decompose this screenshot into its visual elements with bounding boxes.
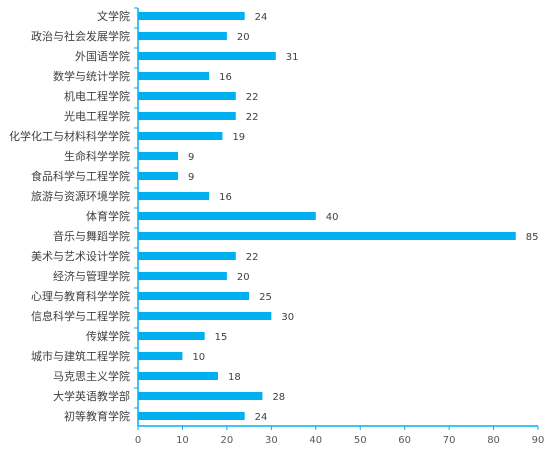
bar <box>138 112 236 120</box>
category-label: 文学院 <box>97 9 130 23</box>
category-label: 政治与社会发展学院 <box>31 29 130 43</box>
data-label: 24 <box>255 412 268 423</box>
category-label: 信息科学与工程学院 <box>31 309 130 323</box>
data-label: 16 <box>219 72 232 83</box>
category-label: 食品科学与工程学院 <box>31 169 130 183</box>
category-label: 化学化工与材料科学学院 <box>9 129 130 143</box>
bar <box>138 332 205 340</box>
data-label: 20 <box>237 32 250 43</box>
data-label: 40 <box>326 212 339 223</box>
x-tick-label: 90 <box>532 435 545 446</box>
bar <box>138 192 210 200</box>
category-label: 心理与教育科学学院 <box>31 289 130 303</box>
data-label: 18 <box>228 372 241 383</box>
data-label: 30 <box>281 312 294 323</box>
bar <box>138 232 516 240</box>
x-tick-label: 30 <box>265 435 278 446</box>
category-label: 音乐与舞蹈学院 <box>53 229 130 243</box>
category-label: 初等教育学院 <box>64 409 130 423</box>
category-label: 经济与管理学院 <box>53 269 130 283</box>
bars-group <box>138 12 516 420</box>
bar <box>138 372 218 380</box>
data-label: 85 <box>526 232 539 243</box>
category-label: 机电工程学院 <box>64 89 130 103</box>
x-tick-label: 70 <box>443 435 456 446</box>
bar <box>138 272 227 280</box>
x-tick-label: 0 <box>135 435 141 446</box>
x-tick-label: 20 <box>221 435 234 446</box>
data-label: 24 <box>255 12 268 23</box>
x-ticks-group: 0 10 20 30 40 50 60 70 80 90 <box>135 426 545 446</box>
data-label: 9 <box>188 152 194 163</box>
category-label: 美术与艺术设计学院 <box>31 249 130 263</box>
axes-group <box>134 7 538 427</box>
bar <box>138 92 236 100</box>
data-label: 22 <box>246 252 259 263</box>
category-labels-group: 文学院政治与社会发展学院外国语学院数学与统计学院机电工程学院光电工程学院化学化工… <box>9 9 130 423</box>
category-label: 数学与统计学院 <box>53 69 130 83</box>
x-tick-label: 10 <box>176 435 189 446</box>
bar <box>138 252 236 260</box>
data-label: 22 <box>246 112 259 123</box>
bar <box>138 352 183 360</box>
data-label: 10 <box>192 352 205 363</box>
bar <box>138 292 250 300</box>
bar <box>138 412 245 420</box>
x-tick-label: 40 <box>309 435 322 446</box>
x-tick-label: 80 <box>487 435 500 446</box>
x-tick-label: 50 <box>354 435 367 446</box>
bar <box>138 132 223 140</box>
bar <box>138 392 263 400</box>
category-label: 大学英语教学部 <box>53 389 130 403</box>
data-label: 22 <box>246 92 259 103</box>
bar <box>138 172 178 180</box>
data-label: 28 <box>272 392 285 403</box>
data-label: 20 <box>237 272 250 283</box>
bar <box>138 212 316 220</box>
data-label: 9 <box>188 172 194 183</box>
data-label: 25 <box>259 292 272 303</box>
category-label: 光电工程学院 <box>64 109 130 123</box>
category-label: 体育学院 <box>86 209 130 223</box>
data-label: 16 <box>219 192 232 203</box>
bar <box>138 32 227 40</box>
data-label: 15 <box>215 332 228 343</box>
bar <box>138 152 178 160</box>
bar <box>138 12 245 20</box>
category-label: 生命科学学院 <box>64 149 130 163</box>
x-tick-label: 60 <box>398 435 411 446</box>
category-label: 传媒学院 <box>86 329 130 343</box>
data-label: 31 <box>286 52 299 63</box>
bar <box>138 52 276 60</box>
category-label: 旅游与资源环境学院 <box>31 189 130 203</box>
bar <box>138 72 210 80</box>
bar <box>138 312 272 320</box>
data-label: 19 <box>232 132 245 143</box>
category-label: 城市与建筑工程学院 <box>31 349 130 363</box>
category-label: 外国语学院 <box>75 49 130 63</box>
category-label: 马克思主义学院 <box>53 369 130 383</box>
